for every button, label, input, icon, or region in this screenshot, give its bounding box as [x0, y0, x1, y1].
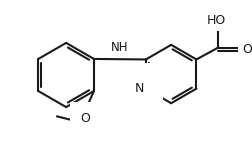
Text: N: N — [135, 82, 144, 95]
Text: O: O — [242, 43, 252, 56]
Text: NH: NH — [111, 41, 129, 54]
Text: HO: HO — [206, 14, 226, 27]
Text: O: O — [80, 112, 90, 125]
